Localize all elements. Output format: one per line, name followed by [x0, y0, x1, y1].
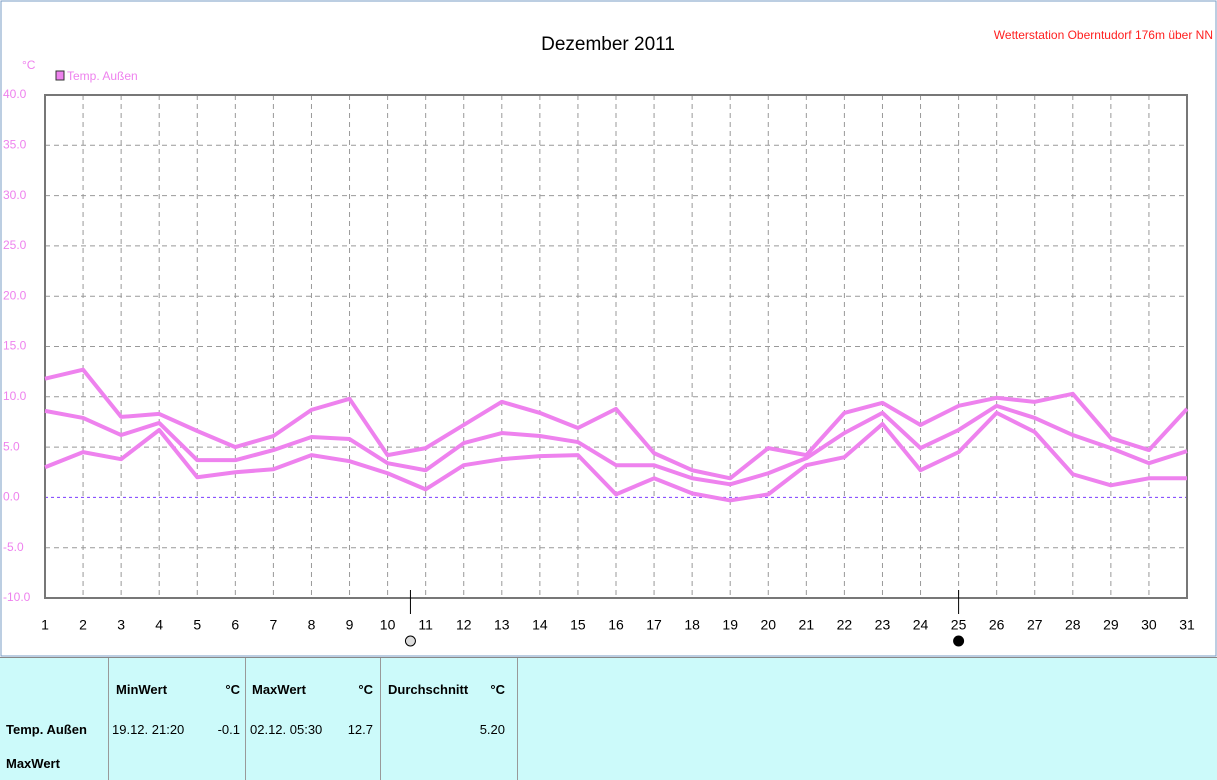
y-tick-label: 0.0 — [3, 490, 20, 504]
x-tick-label: 3 — [117, 617, 125, 633]
x-tick-label: 7 — [270, 617, 278, 633]
chart-title: Dezember 2011 — [541, 34, 675, 55]
temperature-line — [44, 367, 1189, 481]
header-cell: °C — [358, 682, 373, 697]
y-tick-label: 15.0 — [3, 339, 27, 353]
y-tick-label: 5.0 — [3, 439, 20, 453]
y-tick-label: 10.0 — [3, 389, 27, 403]
x-tick-label: 18 — [684, 617, 700, 633]
x-tick-label: 22 — [837, 617, 853, 633]
x-tick-label: 29 — [1103, 617, 1119, 633]
x-tick-label: 11 — [418, 617, 433, 633]
x-tick-label: 5 — [193, 617, 201, 633]
y-tick-label: -10.0 — [3, 590, 31, 604]
x-tick-label: 10 — [380, 617, 396, 633]
y-tick-label: 40.0 — [3, 87, 27, 101]
y-tick-label: 30.0 — [3, 188, 27, 202]
x-tick-label: 24 — [913, 617, 929, 633]
x-tick-label: 23 — [875, 617, 891, 633]
temperature-line — [44, 403, 1188, 487]
header-cell: Durchschnitt — [388, 682, 469, 697]
cell: 02.12. 05:30 — [250, 722, 323, 737]
plot-border — [44, 94, 1188, 599]
x-tick-label: 26 — [989, 617, 1005, 633]
column-separator — [245, 658, 246, 780]
y-tick-label: 25.0 — [3, 238, 27, 252]
x-tick-label: 25 — [951, 617, 967, 633]
moon-phase — [404, 635, 416, 647]
y-axis-label: °C — [22, 58, 36, 72]
header-cell: MinWert — [116, 682, 168, 697]
x-tick-label: 30 — [1141, 617, 1157, 633]
x-tick-label: 14 — [532, 617, 548, 633]
cell: 5.20 — [479, 722, 505, 737]
x-tick-label: 28 — [1065, 617, 1081, 633]
x-tick-label: 2 — [79, 617, 87, 633]
x-tick-label: 17 — [646, 617, 662, 633]
row-label: Temp. Außen — [6, 722, 87, 737]
frame — [0, 0, 1217, 657]
header-cell: °C — [490, 682, 505, 697]
temperature-line — [44, 410, 1187, 503]
x-tick-label: 19 — [722, 617, 738, 633]
y-tick-label: 35.0 — [3, 137, 27, 151]
x-tick-label: 8 — [308, 617, 316, 633]
x-tick-label: 6 — [231, 617, 239, 633]
x-tick-label: 20 — [760, 617, 776, 633]
x-tick-label: 12 — [456, 617, 472, 633]
column-separator — [108, 658, 109, 780]
x-tick-label: 1 — [41, 617, 49, 633]
x-tick-label: 9 — [346, 617, 354, 633]
legend-label: Temp. Außen — [67, 69, 138, 83]
y-tick-label: 20.0 — [3, 288, 27, 302]
cell: -0.1 — [217, 722, 240, 737]
x-tick-label: 15 — [570, 617, 586, 633]
header-cell: °C — [225, 682, 240, 697]
legend-swatch — [55, 70, 65, 81]
row-label: MaxWert — [6, 756, 60, 771]
x-tick-label: 13 — [494, 617, 510, 633]
header-cell: MaxWert — [252, 682, 306, 697]
column-separator — [517, 658, 518, 780]
summary-table: MinWert °C MaxWert °C Durchschnitt °C Te… — [0, 657, 1217, 780]
x-tick-label: 16 — [608, 617, 624, 633]
x-tick-label: 31 — [1179, 617, 1195, 633]
x-tick-label: 4 — [155, 617, 163, 633]
moon-phase — [953, 635, 965, 647]
y-tick-label: -5.0 — [3, 540, 24, 554]
column-separator — [380, 658, 381, 780]
x-tick-label: 27 — [1027, 617, 1043, 633]
station-label: Wetterstation Oberntudorf 176m über NN — [994, 28, 1213, 42]
chart: Dezember 2011 Wetterstation Oberntudorf … — [0, 0, 1217, 657]
cell: 12.7 — [347, 722, 373, 737]
x-tick-label: 21 — [799, 617, 815, 633]
cell: 19.12. 21:20 — [112, 722, 185, 737]
